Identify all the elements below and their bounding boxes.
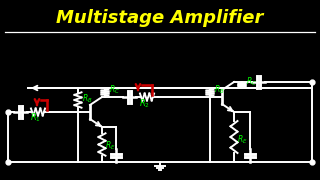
Text: $R_B$: $R_B$ <box>214 84 225 96</box>
Text: $R_C$: $R_C$ <box>246 76 257 88</box>
Text: Multistage Amplifier: Multistage Amplifier <box>56 9 264 27</box>
Text: $R_E$: $R_E$ <box>237 134 248 147</box>
Text: $R_C$: $R_C$ <box>109 84 120 96</box>
Text: $R_2$: $R_2$ <box>139 97 149 109</box>
Text: $R_B$: $R_B$ <box>82 92 93 105</box>
Text: $R_1$: $R_1$ <box>29 112 40 125</box>
Text: $R_E$: $R_E$ <box>105 140 116 152</box>
